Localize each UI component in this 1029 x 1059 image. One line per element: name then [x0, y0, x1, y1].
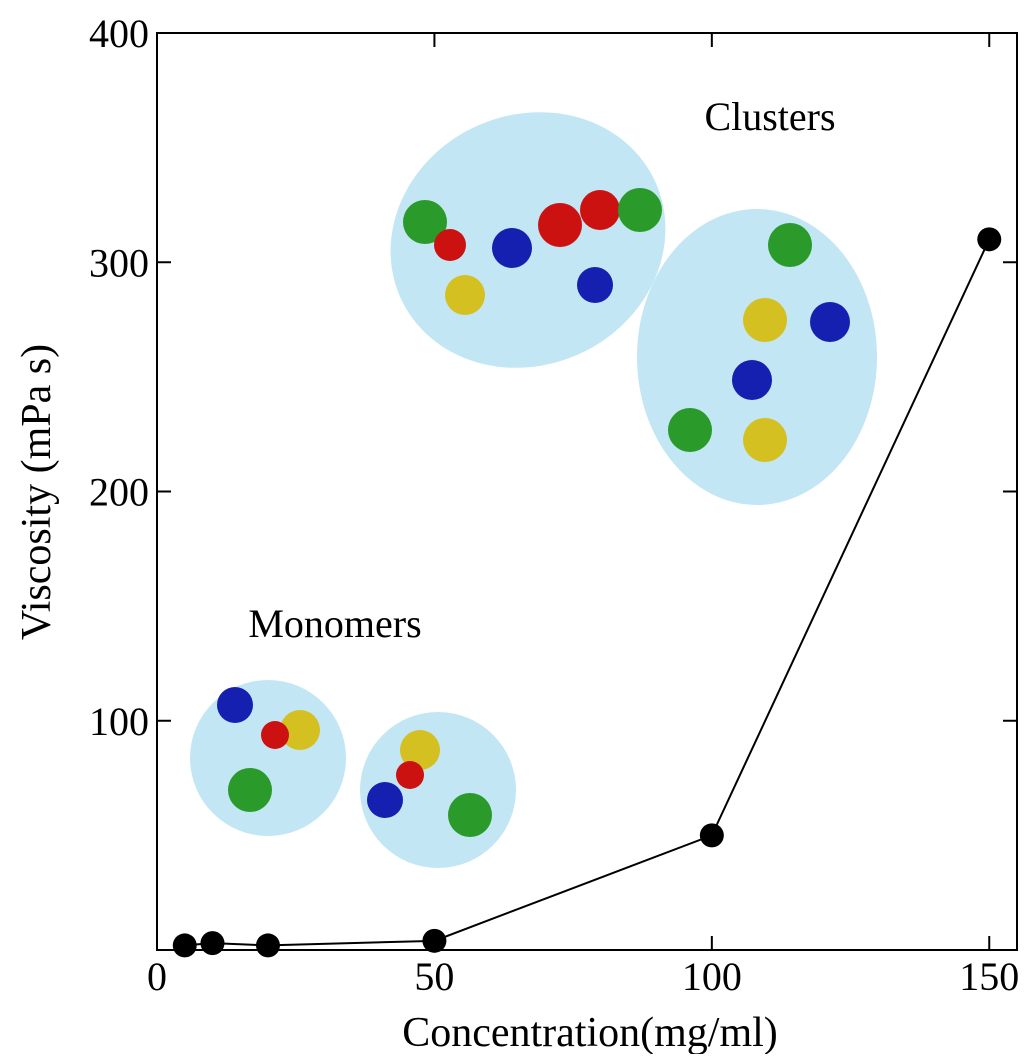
page: Clusters Monomers Concentration(mg/ml) V… [0, 0, 1029, 1059]
data-point [977, 227, 1001, 251]
data-point [700, 823, 724, 847]
y-axis-label: Viscosity (mPa s) [14, 344, 60, 640]
y-tick-label: 100 [89, 699, 149, 744]
data-point [422, 929, 446, 953]
y-tick-label: 200 [89, 470, 149, 515]
data-point [256, 933, 280, 957]
illustrations [190, 68, 877, 868]
y-tick-label: 300 [89, 240, 149, 285]
x-tick-label: 50 [414, 954, 454, 999]
x-tick-label: 100 [682, 954, 742, 999]
monomer-bubble [190, 680, 346, 836]
data-point [200, 931, 224, 955]
annotation: Monomers [248, 601, 421, 646]
cluster-bubble [637, 209, 877, 505]
annotation: Clusters [704, 94, 835, 139]
data-point [173, 933, 197, 957]
x-tick-label: 150 [959, 954, 1019, 999]
chart: Clusters Monomers Concentration(mg/ml) V… [0, 0, 1029, 1054]
y-tick-label: 400 [89, 11, 149, 56]
x-axis-label: Concentration(mg/ml) [402, 1010, 778, 1054]
x-tick-label: 0 [147, 954, 167, 999]
